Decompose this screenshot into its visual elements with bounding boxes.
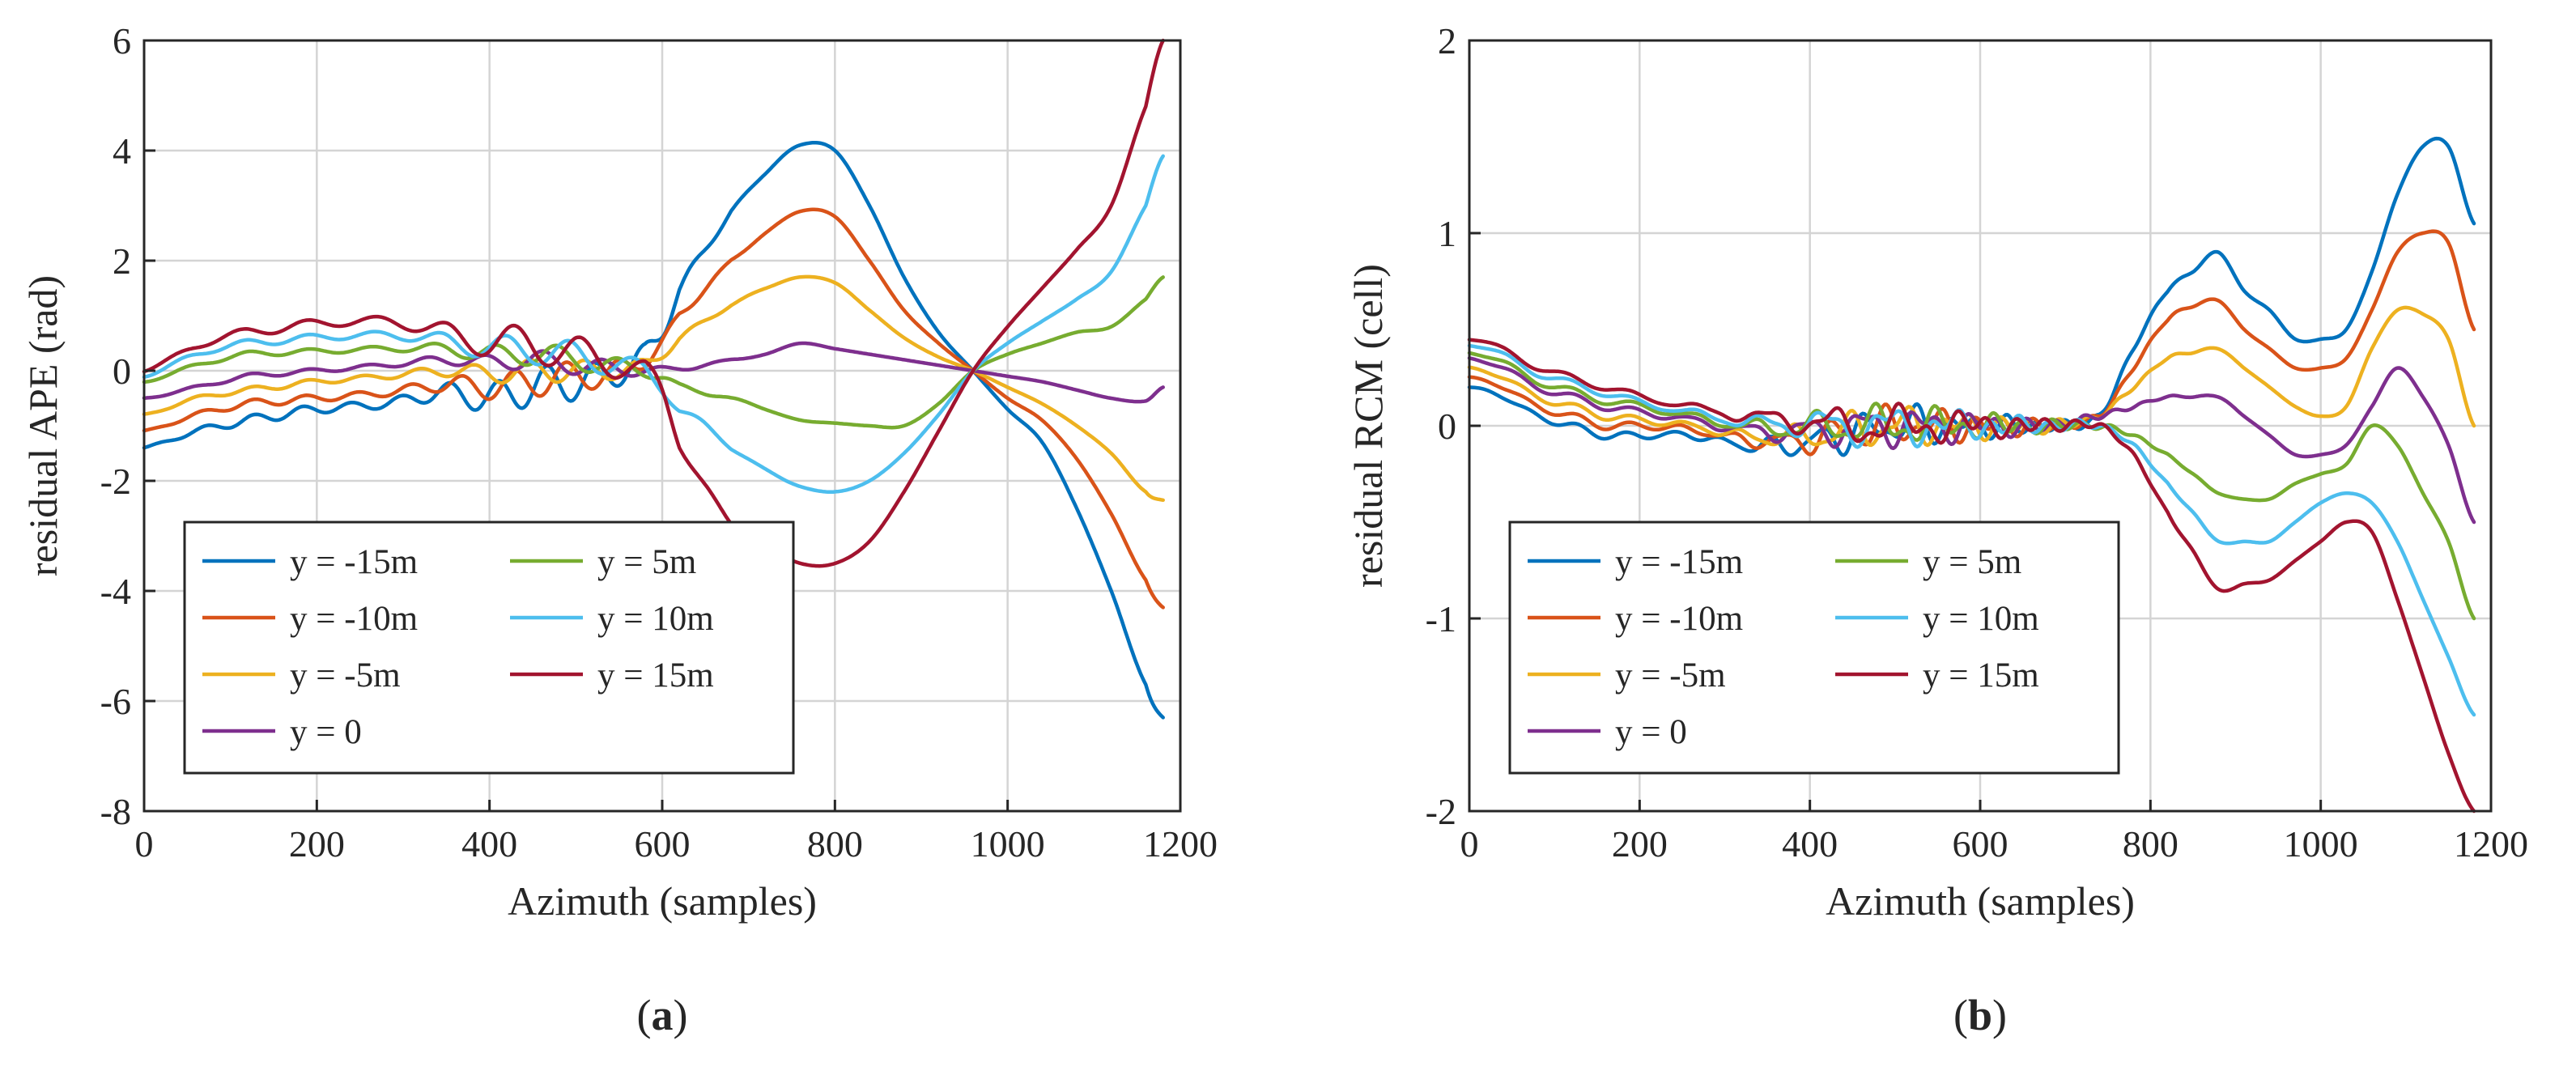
x-tick-label: 1200: [1143, 823, 1218, 865]
legend-label: y = 5m: [597, 543, 696, 581]
y-tick-label: 1: [1438, 213, 1456, 254]
x-axis-label: Azimuth (samples): [1826, 878, 2135, 924]
legend-item: y = 5m: [510, 543, 696, 581]
legend-item: y = 15m: [510, 656, 714, 695]
legend: y = -15m y = -10m y = -5m y = 0 y = 5m y = 10…: [183, 521, 795, 775]
legend-label: y = 10m: [597, 600, 714, 638]
legend-item: y = -10m: [202, 600, 418, 638]
legend-label: y = -5m: [290, 656, 401, 695]
legend-item: y = 0: [202, 713, 362, 751]
x-tick-label: 800: [2123, 823, 2179, 865]
x-tick-label: 600: [1953, 823, 2009, 865]
legend-label: y = 0: [290, 713, 362, 751]
x-tick-label: 600: [635, 823, 691, 865]
x-tick-label: 400: [1782, 823, 1838, 865]
panel-label: (a): [637, 991, 688, 1039]
x-tick-label: 1200: [2454, 823, 2528, 865]
legend-box: [183, 521, 795, 775]
x-tick-label: 1000: [971, 823, 1045, 865]
y-tick-label: 2: [113, 240, 131, 282]
legend-label: y = -10m: [290, 600, 418, 638]
legend-box: [1508, 521, 2120, 775]
chart-panel-a: 0 200 400 600 800 1000 1200 -8 -6 -4 -2 0 2 4 6 Azimuth…: [20, 20, 1218, 1039]
legend-label: y = -5m: [1615, 656, 1726, 695]
series-line-y0: [1467, 356, 2476, 525]
legend-label: y = 15m: [597, 656, 714, 695]
legend-label: y = -15m: [290, 543, 418, 581]
y-tick-label: -2: [100, 461, 131, 502]
y-axis-label: residual APE (rad): [20, 275, 66, 576]
x-tick-label: 400: [461, 823, 517, 865]
series-line-y15m: [1467, 338, 2476, 814]
series-line-y15m: [142, 38, 1165, 568]
legend-item: y = -10m: [1528, 600, 1743, 638]
x-tick-label: 0: [135, 823, 154, 865]
legend-label: y = 15m: [1923, 656, 2039, 695]
y-tick-label: 4: [113, 130, 131, 172]
legend-label: y = -10m: [1615, 600, 1743, 638]
legend-item: y = 10m: [1835, 600, 2039, 638]
x-tick-label: 200: [1612, 823, 1668, 865]
chart-panel-b: 0 200 400 600 800 1000 1200 -2 -1 0 1 2 Azimuth (sam…: [1345, 20, 2528, 1039]
series-line-y10m: [142, 154, 1165, 494]
x-axis-label: Azimuth (samples): [508, 878, 817, 924]
legend-label: y = 5m: [1923, 543, 2021, 581]
y-tick-label: -4: [100, 571, 131, 612]
legend-item: y = 10m: [510, 600, 714, 638]
series-lines: [1467, 136, 2476, 814]
legend-item: y = 5m: [1835, 543, 2021, 581]
series-lines: [142, 38, 1165, 720]
series-line-y10m: [142, 207, 1165, 610]
series-line-y5m: [142, 274, 1165, 503]
y-tick-label: -8: [100, 791, 131, 832]
panel-label: (b): [1953, 991, 2007, 1039]
y-tick-label: 0: [1438, 406, 1456, 447]
series-line-y15m: [142, 140, 1165, 720]
y-tick-label: 0: [113, 351, 131, 392]
y-tick-label: -1: [1426, 598, 1456, 639]
legend-label: y = 10m: [1923, 600, 2039, 638]
x-tick-label: 800: [807, 823, 863, 865]
x-tick-label: 0: [1460, 823, 1479, 865]
legend-label: y = 0: [1615, 713, 1687, 751]
series-line-y10m: [1467, 343, 2476, 717]
legend-item: y = 0: [1528, 713, 1687, 751]
y-tick-label: -2: [1426, 791, 1456, 832]
x-tick-label: 1000: [2284, 823, 2358, 865]
legend-item: y = 15m: [1835, 656, 2039, 695]
series-line-y10m: [1467, 229, 2476, 457]
legend: y = -15m y = -10m y = -5m y = 0 y = 5m y = 10…: [1508, 521, 2120, 775]
legend-item: y = -15m: [202, 543, 418, 581]
legend-item: y = -5m: [202, 656, 401, 695]
y-tick-label: -6: [100, 681, 131, 722]
y-tick-label: 6: [113, 20, 131, 62]
y-axis-label: residual RCM (cell): [1345, 264, 1391, 588]
legend-item: y = -5m: [1528, 656, 1726, 695]
legend-label: y = -15m: [1615, 543, 1743, 581]
y-tick-label: 2: [1438, 20, 1456, 62]
x-tick-label: 200: [289, 823, 345, 865]
legend-item: y = -15m: [1528, 543, 1743, 581]
